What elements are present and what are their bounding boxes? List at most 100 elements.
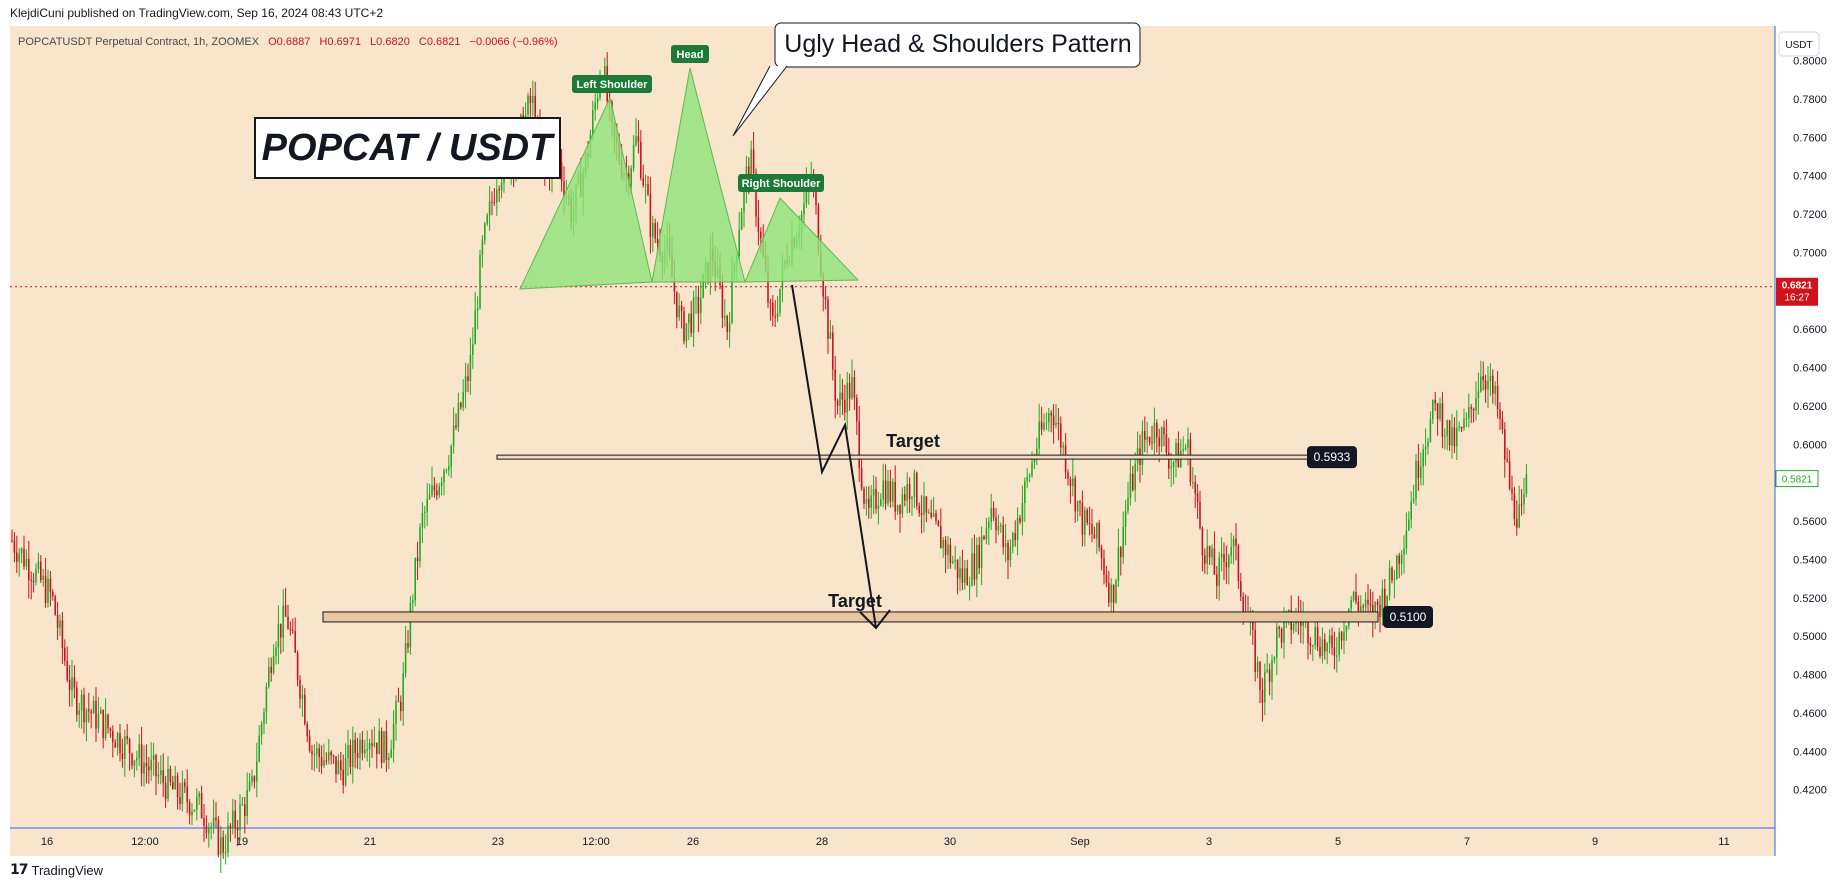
- candle-body: [865, 498, 868, 504]
- candle-body: [1124, 510, 1127, 527]
- candle-body: [1309, 643, 1312, 646]
- candle-body: [1254, 629, 1256, 672]
- right-shoulder-label-bg: [738, 174, 824, 192]
- candle-body: [1427, 441, 1429, 447]
- candle-body: [760, 231, 762, 239]
- candle-body: [1504, 429, 1506, 460]
- currency-button[interactable]: USDT: [1785, 40, 1812, 51]
- candle-body: [1350, 600, 1352, 609]
- candle-body: [114, 742, 116, 748]
- candle-body: [649, 194, 652, 237]
- candle-body: [834, 369, 836, 401]
- candle-body: [980, 536, 983, 569]
- target-price-upper: 0.5933: [1314, 450, 1351, 464]
- candle-body: [484, 223, 486, 241]
- candle-body: [892, 482, 894, 502]
- callout-box: [774, 22, 1141, 68]
- candle-body: [244, 804, 246, 816]
- candle-body: [148, 766, 150, 771]
- candle-body: [1451, 427, 1453, 446]
- candle-body: [1043, 422, 1045, 430]
- callout-pointer: [732, 65, 788, 137]
- candle-body: [1024, 481, 1026, 504]
- candle-body: [131, 753, 133, 766]
- tradingview-footer[interactable]: 17 TradingView: [10, 862, 103, 878]
- candle-body: [920, 513, 923, 515]
- candle-body: [354, 739, 356, 754]
- candle-body: [875, 489, 877, 509]
- candle-body: [1182, 449, 1184, 451]
- candle-body: [1410, 501, 1412, 520]
- candle-body: [119, 733, 121, 754]
- candle-body: [1026, 476, 1028, 482]
- candle-body: [44, 575, 47, 604]
- candle-body: [1460, 426, 1463, 429]
- candle-body: [323, 760, 325, 766]
- candle-body: [1184, 447, 1187, 450]
- candle-body: [1489, 375, 1492, 382]
- candle-body: [359, 739, 361, 758]
- candle-body: [301, 694, 304, 699]
- candle-body: [366, 749, 368, 751]
- candle-body: [320, 757, 323, 766]
- candle-body: [632, 144, 635, 169]
- candle-body: [488, 201, 491, 216]
- candle-body: [280, 623, 282, 638]
- candle-body: [992, 507, 995, 518]
- candle-body: [157, 774, 160, 777]
- time-tick-label: Sep: [1070, 836, 1090, 848]
- ohlc-open: O0.6887: [268, 36, 310, 48]
- candle-body: [1441, 403, 1444, 437]
- candle-body: [728, 322, 731, 333]
- price-tick-label: 0.6200: [1793, 401, 1827, 413]
- price-tick-label: 0.7200: [1793, 209, 1827, 221]
- candle-body: [1271, 659, 1273, 682]
- callout-text: Ugly Head & Shoulders Pattern: [784, 30, 1131, 58]
- candle-body: [1384, 588, 1386, 610]
- candle-body: [738, 229, 740, 256]
- candle-body: [908, 483, 911, 500]
- candle-body: [80, 694, 83, 711]
- left-shoulder-label-bg: [572, 75, 652, 93]
- candle-body: [133, 760, 136, 766]
- target-label-upper: Target: [886, 431, 940, 451]
- currency-button-bg[interactable]: [1778, 31, 1820, 57]
- candle-body: [1417, 460, 1420, 478]
- candle-body: [1216, 574, 1218, 586]
- candle-body: [1028, 475, 1031, 477]
- candle-body: [894, 482, 896, 512]
- candle-body: [1148, 436, 1151, 443]
- symbol-ohlc-line: POPCATUSDT Perpetual Contract, 1h, ZOOME…: [18, 36, 558, 48]
- candle-body: [1369, 603, 1372, 606]
- candle-body: [224, 852, 227, 854]
- candle-body: [1506, 459, 1508, 462]
- candle-body: [383, 731, 385, 763]
- candle-body: [1086, 509, 1088, 523]
- candle-body: [246, 790, 248, 816]
- time-tick-label: 12:00: [131, 836, 159, 848]
- candle-body: [652, 223, 654, 237]
- symbol-name: POPCATUSDT Perpetual Contract, 1h, ZOOME…: [18, 36, 260, 48]
- candle-body: [1062, 445, 1064, 448]
- candle-body: [1031, 462, 1033, 476]
- candle-body: [265, 686, 268, 713]
- candle-body: [455, 425, 457, 428]
- candle-body: [822, 275, 824, 297]
- candle-body: [1386, 595, 1388, 610]
- candle-body: [335, 756, 337, 775]
- candle-body: [676, 291, 678, 318]
- candle-body: [1516, 519, 1518, 528]
- target-label-lower: Target: [828, 591, 882, 611]
- candle-body: [160, 770, 162, 775]
- candle-body: [32, 580, 35, 583]
- candle-body: [839, 392, 841, 406]
- candle-body: [71, 677, 73, 691]
- candle-body: [925, 496, 928, 513]
- candle-body: [1117, 547, 1120, 581]
- candle-body: [1218, 557, 1220, 586]
- ohlc-change: −0.0066 (−0.96%): [470, 36, 558, 48]
- candle-body: [1511, 488, 1513, 494]
- time-tick-label: 19: [236, 836, 248, 848]
- candle-body: [997, 526, 1000, 531]
